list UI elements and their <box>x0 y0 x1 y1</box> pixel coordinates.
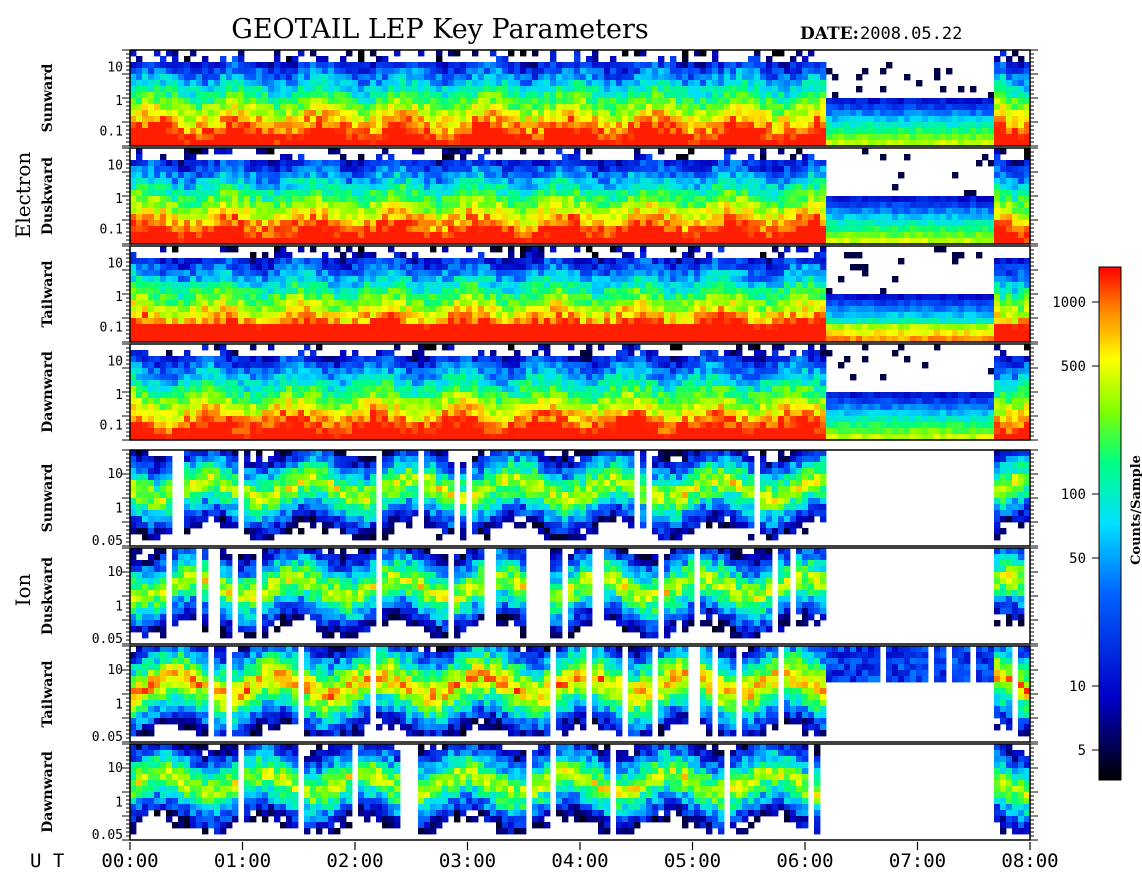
panel-ion-dawnward: 10 1 0.05 Dawnward <box>40 743 1038 843</box>
date-label: DATE: <box>800 24 859 44</box>
x-tick-label: 03:00 <box>439 850 496 872</box>
panel-ion-tailward: 10 1 0.05 Tailward <box>40 645 1038 745</box>
x-tick-label: 08:00 <box>1001 850 1058 872</box>
x-tick-label: 06:00 <box>776 850 833 872</box>
y-tick-label: 1 <box>115 698 123 713</box>
colorbar-tick-label: 1000 <box>1052 295 1086 311</box>
colorbar-tick-label: 500 <box>1061 359 1086 375</box>
spectrogram-cells <box>130 148 1031 245</box>
y-tick-label: 0.1 <box>100 321 123 336</box>
y-tick-label: 1 <box>115 796 123 811</box>
chart-title: GEOTAIL LEP Key Parameters <box>231 14 649 45</box>
panel-electron-sunward: 10 1 0.1 Sunward <box>40 49 1038 147</box>
x-tick-label: 02:00 <box>326 850 383 872</box>
x-tick-label: 04:00 <box>551 850 608 872</box>
y-tick-label: 1 <box>115 192 123 207</box>
x-tick-label: 00:00 <box>101 850 158 872</box>
spectrogram-cells <box>130 744 1031 835</box>
panel-label: Duskward <box>40 157 56 235</box>
panel-label: Tailward <box>40 260 56 327</box>
date-value: 2008.05.22 <box>860 24 962 44</box>
y-tick-label: 10 <box>107 467 123 482</box>
y-tick-label: 1 <box>115 290 123 305</box>
panel-electron-dawnward: 10 1 0.1 Dawnward <box>40 343 1038 441</box>
panel-electron-tailward: 10 1 0.1 Tailward <box>40 245 1038 343</box>
spectrogram-cells <box>130 344 1031 441</box>
y-tick-label: 0.05 <box>92 730 123 745</box>
y-tick-label: 10 <box>107 60 123 75</box>
x-axis: U T 00:00 01:00 02:00 03:00 04:00 05:00 06:00 0… <box>30 842 1059 872</box>
x-axis-label: U T <box>30 850 64 872</box>
x-tick-label: 01:00 <box>214 850 271 872</box>
panels-layer: 10 1 0.1 Sunward 10 1 0.1 Duskward 10 1 0.1 Tailwar… <box>40 49 1038 843</box>
panel-label: Sunward <box>40 463 56 532</box>
y-tick-label: 0.05 <box>92 828 123 843</box>
y-tick-label: 10 <box>107 354 123 369</box>
x-tick-label: 07:00 <box>889 850 946 872</box>
group-label-electron: Electron <box>11 152 35 239</box>
spectrogram-cells <box>130 50 1031 147</box>
colorbar-tick-label: 50 <box>1069 551 1086 567</box>
colorbar-gradient <box>1098 266 1122 781</box>
panel-label: Dawnward <box>40 751 56 833</box>
x-tick-label: 05:00 <box>664 850 721 872</box>
y-tick-label: 0.1 <box>100 223 123 238</box>
y-tick-label: 1 <box>115 600 123 615</box>
colorbar-tick-label: 5 <box>1078 743 1086 759</box>
y-tick-label: 10 <box>107 256 123 271</box>
colorbar-label: Counts/Sample <box>1129 455 1142 565</box>
panel-label: Dawnward <box>40 351 56 433</box>
panel-ion-duskward: 10 1 0.05 Duskward <box>40 547 1038 647</box>
y-tick-label: 0.05 <box>92 632 123 647</box>
y-tick-label: 1 <box>115 388 123 403</box>
panel-label: Sunward <box>40 63 56 132</box>
spectrogram-cells <box>130 450 1031 541</box>
colorbar-tick-label: 10 <box>1069 679 1086 695</box>
group-label-ion: Ion <box>11 573 35 606</box>
y-tick-label: 1 <box>115 502 123 517</box>
spectrogram-cells <box>130 646 1031 737</box>
y-tick-label: 0.1 <box>100 419 123 434</box>
y-tick-label: 10 <box>107 158 123 173</box>
y-tick-label: 10 <box>107 761 123 776</box>
spectrogram-cells <box>130 246 1031 343</box>
y-tick-label: 0.1 <box>100 125 123 140</box>
panel-electron-duskward: 10 1 0.1 Duskward <box>40 147 1038 245</box>
y-tick-label: 10 <box>107 663 123 678</box>
spectrogram-cells <box>130 548 1025 639</box>
colorbar: Counts/Sample 1000 500 100 50 10 5 <box>1052 266 1142 781</box>
panel-label: Duskward <box>40 557 56 635</box>
panel-label: Tailward <box>40 660 56 727</box>
y-tick-label: 0.05 <box>92 534 123 549</box>
y-tick-label: 1 <box>115 94 123 109</box>
y-tick-label: 10 <box>107 565 123 580</box>
colorbar-tick-label: 100 <box>1061 487 1086 503</box>
panel-ion-sunward: 10 1 0.05 Sunward <box>40 449 1038 549</box>
